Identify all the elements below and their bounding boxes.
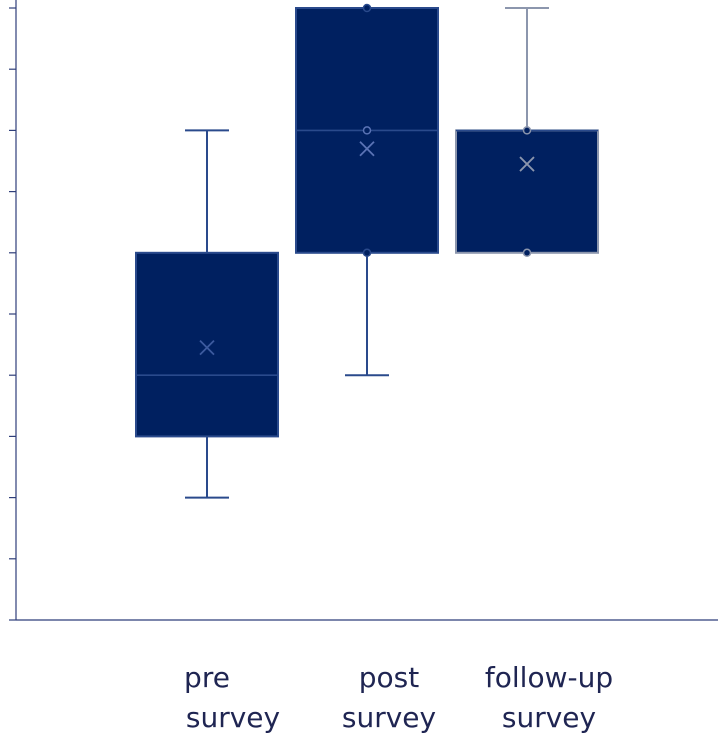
category-labels: pre survey post survey follow-up survey <box>184 661 613 734</box>
category-label-post-line2: survey <box>342 701 436 734</box>
category-label-pre-line1: pre <box>184 661 230 694</box>
box-body-follow-up <box>455 129 599 254</box>
point-q3-follow-up <box>522 126 532 135</box>
box-follow-up <box>455 7 599 258</box>
category-label-post-line1: post <box>359 661 419 694</box>
point-q1-follow-up <box>522 248 532 258</box>
category-label-pre-line2: survey <box>186 701 280 734</box>
point-q1-post <box>362 248 372 258</box>
box-post <box>295 3 439 377</box>
mean-marker-b-pre <box>199 340 215 356</box>
mean-marker-b-follow-up <box>519 156 535 172</box>
axes <box>9 0 718 621</box>
category-label-follow-up-line2: survey <box>502 701 596 734</box>
point-max-post <box>362 3 372 13</box>
boxes <box>135 3 599 499</box>
box-pre <box>135 129 279 499</box>
category-label-follow-up-line1: follow-up <box>485 661 613 694</box>
box-body-pre <box>135 251 279 438</box>
mean-marker-b-post <box>359 141 375 157</box>
point-median-post <box>362 126 372 135</box>
